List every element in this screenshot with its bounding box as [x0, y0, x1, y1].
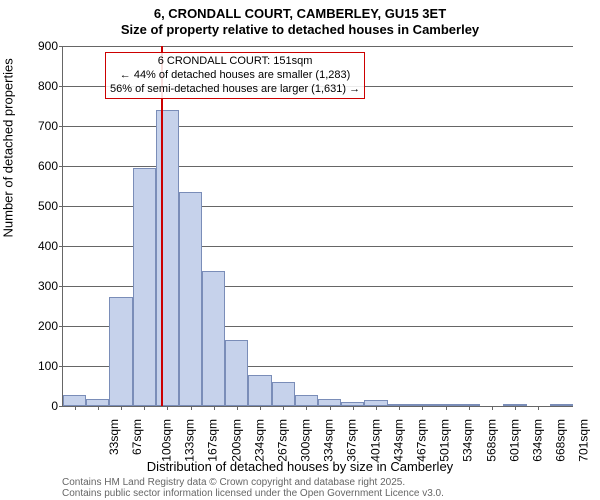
x-tick-label: 701sqm [577, 419, 591, 462]
x-tick-mark [446, 406, 447, 410]
x-tick-label: 67sqm [130, 419, 144, 455]
x-tick-label: 568sqm [484, 419, 498, 462]
y-tick-mark [59, 326, 63, 327]
x-tick-mark [422, 406, 423, 410]
x-tick-label: 467sqm [415, 419, 429, 462]
x-tick-label: 534sqm [461, 419, 475, 462]
annotation-line-2: ← 44% of detached houses are smaller (1,… [110, 69, 360, 83]
y-tick-label: 700 [22, 119, 58, 133]
title-main: 6, CRONDALL COURT, CAMBERLEY, GU15 3ET [0, 6, 600, 21]
histogram-bar [63, 395, 86, 406]
x-tick-mark [144, 406, 145, 410]
x-tick-label: 267sqm [276, 419, 290, 462]
title-sub: Size of property relative to detached ho… [0, 22, 600, 37]
y-tick-label: 0 [22, 399, 58, 413]
histogram-bar [318, 399, 341, 406]
x-tick-label: 300sqm [299, 419, 313, 462]
x-tick-label: 334sqm [322, 419, 336, 462]
x-tick-mark [98, 406, 99, 410]
y-tick-label: 100 [22, 359, 58, 373]
annotation-line-1: 6 CRONDALL COURT: 151sqm [110, 55, 360, 69]
histogram-bar [86, 399, 109, 406]
x-tick-mark [306, 406, 307, 410]
y-tick-mark [59, 366, 63, 367]
histogram-bar [295, 395, 318, 406]
x-tick-label: 501sqm [438, 419, 452, 462]
x-tick-mark [469, 406, 470, 410]
x-tick-mark [492, 406, 493, 410]
y-tick-mark [59, 166, 63, 167]
x-tick-mark [353, 406, 354, 410]
footer-copyright: Contains HM Land Registry data © Crown c… [62, 477, 405, 488]
x-tick-label: 668sqm [554, 419, 568, 462]
y-tick-label: 400 [22, 239, 58, 253]
x-tick-label: 401sqm [368, 419, 382, 462]
x-tick-mark [515, 406, 516, 410]
histogram-bar [179, 192, 202, 406]
x-tick-label: 133sqm [183, 419, 197, 462]
x-tick-label: 167sqm [206, 419, 220, 462]
histogram-bar [109, 297, 132, 406]
y-tick-mark [59, 286, 63, 287]
y-tick-label: 600 [22, 159, 58, 173]
x-tick-label: 601sqm [507, 419, 521, 462]
y-tick-label: 200 [22, 319, 58, 333]
annotation-box: 6 CRONDALL COURT: 151sqm ← 44% of detach… [105, 52, 365, 99]
plot-area: 6 CRONDALL COURT: 151sqm ← 44% of detach… [62, 46, 573, 407]
y-tick-mark [59, 406, 63, 407]
x-tick-mark [376, 406, 377, 410]
x-tick-mark [260, 406, 261, 410]
y-tick-label: 900 [22, 39, 58, 53]
y-tick-mark [59, 46, 63, 47]
y-tick-mark [59, 206, 63, 207]
x-axis-label: Distribution of detached houses by size … [0, 459, 600, 474]
x-tick-mark [214, 406, 215, 410]
x-tick-label: 367sqm [345, 419, 359, 462]
x-tick-mark [399, 406, 400, 410]
y-tick-mark [59, 246, 63, 247]
grid-line [63, 126, 573, 127]
x-tick-label: 33sqm [107, 419, 121, 455]
x-tick-label: 234sqm [252, 419, 266, 462]
x-tick-mark [121, 406, 122, 410]
grid-line [63, 166, 573, 167]
histogram-bar [133, 168, 156, 406]
grid-line [63, 46, 573, 47]
x-tick-label: 634sqm [531, 419, 545, 462]
grid-line [63, 406, 573, 407]
x-tick-mark [191, 406, 192, 410]
x-tick-mark [330, 406, 331, 410]
x-tick-label: 200sqm [229, 419, 243, 462]
x-tick-mark [237, 406, 238, 410]
histogram-bar [202, 271, 225, 406]
histogram-bar [550, 404, 573, 406]
y-tick-label: 300 [22, 279, 58, 293]
marker-line [161, 46, 163, 406]
histogram-bar [225, 340, 248, 406]
x-tick-mark [283, 406, 284, 410]
x-tick-label: 434sqm [391, 419, 405, 462]
chart-container: 6, CRONDALL COURT, CAMBERLEY, GU15 3ET S… [0, 0, 600, 500]
x-tick-mark [167, 406, 168, 410]
histogram-bar [156, 110, 179, 406]
histogram-bar [272, 382, 295, 406]
y-tick-mark [59, 126, 63, 127]
x-tick-mark [75, 406, 76, 410]
x-tick-label: 100sqm [160, 419, 174, 462]
annotation-line-3: 56% of semi-detached houses are larger (… [110, 83, 360, 97]
y-axis-label: Number of detached properties [1, 58, 16, 237]
x-tick-mark [538, 406, 539, 410]
y-tick-label: 800 [22, 79, 58, 93]
histogram-bar [248, 375, 271, 406]
y-tick-label: 500 [22, 199, 58, 213]
footer-licence: Contains public sector information licen… [62, 488, 444, 499]
y-tick-mark [59, 86, 63, 87]
